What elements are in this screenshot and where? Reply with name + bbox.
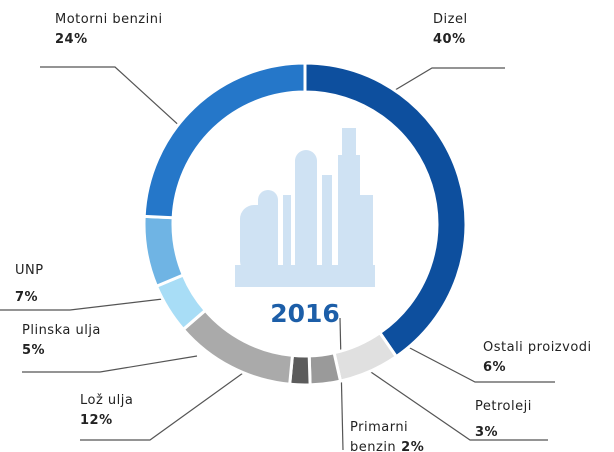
label: UNP 7% <box>15 261 75 308</box>
label-value: 6% <box>483 360 507 375</box>
chart-title: 2016 <box>270 299 340 328</box>
label-value: 2% <box>401 440 425 452</box>
label-name: UNP <box>15 263 44 278</box>
label: Lož ulja 12% <box>80 391 133 431</box>
donut-segment <box>142 61 307 220</box>
refinery-icon <box>235 128 375 287</box>
label-value: 7% <box>15 290 39 305</box>
label: Petroleji 3% <box>475 397 595 443</box>
label-name: Primarni benzin <box>350 420 409 452</box>
donut-segment <box>307 350 343 387</box>
label-name: Motorni benzini <box>55 12 163 27</box>
label-name: Plinska ulja <box>22 323 101 338</box>
label: Dizel 40% <box>433 10 468 50</box>
label-name: Dizel <box>433 12 468 27</box>
label-value: 3% <box>475 425 499 440</box>
label-name: Lož ulja <box>80 393 134 408</box>
label: Ostali proizvodi 6% <box>483 338 592 378</box>
label-name: Petroleji <box>475 399 532 414</box>
label: Primarni benzin 2% <box>350 418 445 452</box>
label-name: Ostali proizvodi <box>483 340 592 355</box>
leader-lines <box>0 66 555 451</box>
donut-segment <box>142 214 186 289</box>
label-value: 24% <box>55 32 88 47</box>
ring <box>142 61 468 387</box>
label-value: 40% <box>433 32 466 47</box>
label-value: 12% <box>80 413 113 428</box>
label-value: 5% <box>22 343 46 358</box>
label: Motorni benzini 24% <box>55 10 163 50</box>
label: Plinska ulja 5% <box>22 321 101 361</box>
